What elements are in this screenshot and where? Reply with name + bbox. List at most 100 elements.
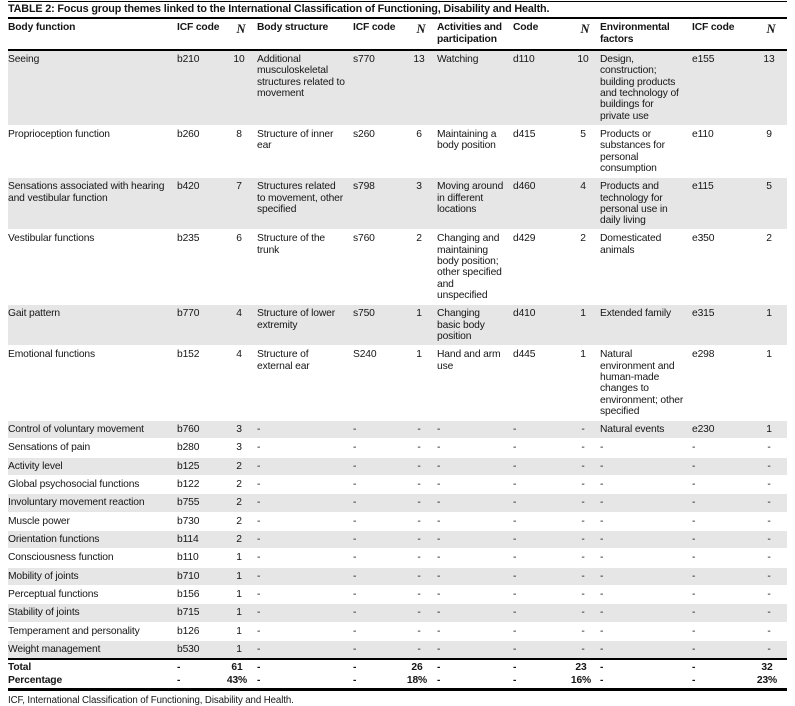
table-cell: Perceptual functions (8, 584, 177, 604)
table-cell: - (405, 420, 437, 439)
table-cell: - (437, 511, 513, 531)
table-cell: d110 (513, 49, 570, 126)
column-header: Activities and participation (437, 19, 513, 52)
column-header: N (405, 19, 437, 52)
table-cell: 10 (225, 49, 257, 126)
table-cell: 18% (406, 674, 428, 686)
table-row: Gait pattern b770 4 Structure of lower extr… (8, 304, 787, 346)
table-cell: Products and technology for personal use… (600, 177, 692, 230)
table-cell: - (437, 438, 513, 458)
table-cell: 2 (225, 475, 257, 494)
table-cell: b755 (177, 493, 225, 513)
table-cell: - (257, 420, 353, 439)
table-cell: 2 (405, 229, 437, 305)
table-cell: b114 (177, 529, 225, 549)
table-cell: Temperament and personality (8, 621, 177, 641)
table-cell: 3 (405, 177, 437, 230)
table-cell: - (570, 566, 600, 586)
table-cell: - (405, 621, 437, 641)
table-cell: - (405, 438, 437, 458)
column-header: N (755, 19, 787, 52)
table-cell: 9 (755, 124, 787, 178)
table-cell: - (600, 493, 692, 513)
table-row: Proprioception function b260 8 Structure of… (8, 124, 787, 178)
table-cell: Design, construction; building products … (600, 49, 692, 126)
table-cell: b770 (177, 304, 225, 346)
table-cell: b210 (177, 49, 225, 126)
table-cell: 23% (756, 674, 778, 686)
table-cell: - (353, 584, 405, 604)
table-cell: Structure of inner ear (257, 124, 353, 178)
table-cell: b715 (177, 603, 225, 623)
table-cell: Orientation functions (8, 529, 177, 549)
table-cell: b730 (177, 511, 225, 531)
table-cell: 1 (225, 548, 257, 568)
table-cell: - (405, 548, 437, 568)
table-cell: - (755, 493, 787, 513)
table-row: Consciousness function b110 1- - - - - - - - - (8, 548, 787, 568)
table-row: Emotional functions b152 4 Structure of ext… (8, 345, 787, 421)
table-cell: b420 (177, 177, 225, 230)
table-cell: 1 (755, 345, 787, 421)
table-cell: Muscle power (8, 511, 177, 531)
table-cell: - (692, 456, 755, 476)
table-cell: Watching (437, 49, 513, 126)
table-cell: 6 (225, 229, 257, 305)
table-cell: - (600, 621, 692, 641)
table-cell: - (353, 456, 405, 476)
table-cell: - (353, 603, 405, 623)
table-cell: - (257, 621, 353, 641)
table-cell: 1 (225, 639, 257, 660)
table-cell: - (570, 548, 600, 568)
table-cell: Changing basic body position (437, 304, 513, 346)
table-cell: - (513, 566, 570, 586)
table-cell: - (353, 493, 405, 513)
table-cell: - (257, 639, 353, 660)
table-cell: - (405, 639, 437, 660)
table-cell: - (570, 639, 600, 660)
table-cell: - (513, 603, 570, 623)
table-cell: - (570, 603, 600, 623)
table-cell: - (257, 584, 353, 604)
table-cell: 1 (225, 621, 257, 641)
table-row: Activity level b125 2- - - - - - - - - (8, 456, 787, 476)
table-cell: 1 (225, 566, 257, 586)
table-cell: S240 (353, 345, 405, 421)
icf-table: Body function ICF code N Body structure ICF … (8, 19, 787, 691)
table-cell: b280 (177, 438, 225, 458)
table-cell: 7 (225, 177, 257, 230)
table-cell: - (513, 420, 570, 439)
table-cell: d460 (513, 177, 570, 230)
table-header: Body function ICF code N Body structure ICF … (8, 19, 787, 52)
table-cell: - (437, 529, 513, 549)
table-cell: 8 (225, 124, 257, 178)
table-cell: Structure of lower extremity (257, 304, 353, 346)
table-cell: - (353, 674, 357, 686)
table-cell: - (692, 438, 755, 458)
table-cell: b235 (177, 229, 225, 305)
table-cell: Structure of the trunk (257, 229, 353, 305)
table-cell: - (600, 529, 692, 549)
table-row: Seeing b210 10 Additional musculoskeletal s… (8, 49, 787, 126)
table-cell: - (692, 566, 755, 586)
table-cell: - (692, 511, 755, 531)
table-cell: 16% (570, 674, 592, 686)
table-cell: Sensations associated with hearing and v… (8, 177, 177, 230)
table-cell: - (405, 456, 437, 476)
table-cell: - (437, 456, 513, 476)
table-cell: - (353, 658, 405, 674)
table-cell: b156 (177, 584, 225, 604)
table-cell: b126 (177, 621, 225, 641)
table-cell: - (692, 674, 696, 686)
table-cell: Additional musculoskeletal structures re… (257, 49, 353, 126)
table-cell: - (405, 566, 437, 586)
table-cell: - (600, 548, 692, 568)
table-cell: - (692, 584, 755, 604)
table-cell: 1 (225, 603, 257, 623)
header-row: Body function ICF code N Body structure ICF … (8, 19, 787, 52)
column-header: N (570, 19, 600, 52)
table-cell: 3 (225, 438, 257, 458)
table-cell: 1 (405, 304, 437, 346)
table-body: Seeing b210 10 Additional musculoskeletal s… (8, 49, 787, 689)
column-header: Body structure (257, 19, 353, 52)
